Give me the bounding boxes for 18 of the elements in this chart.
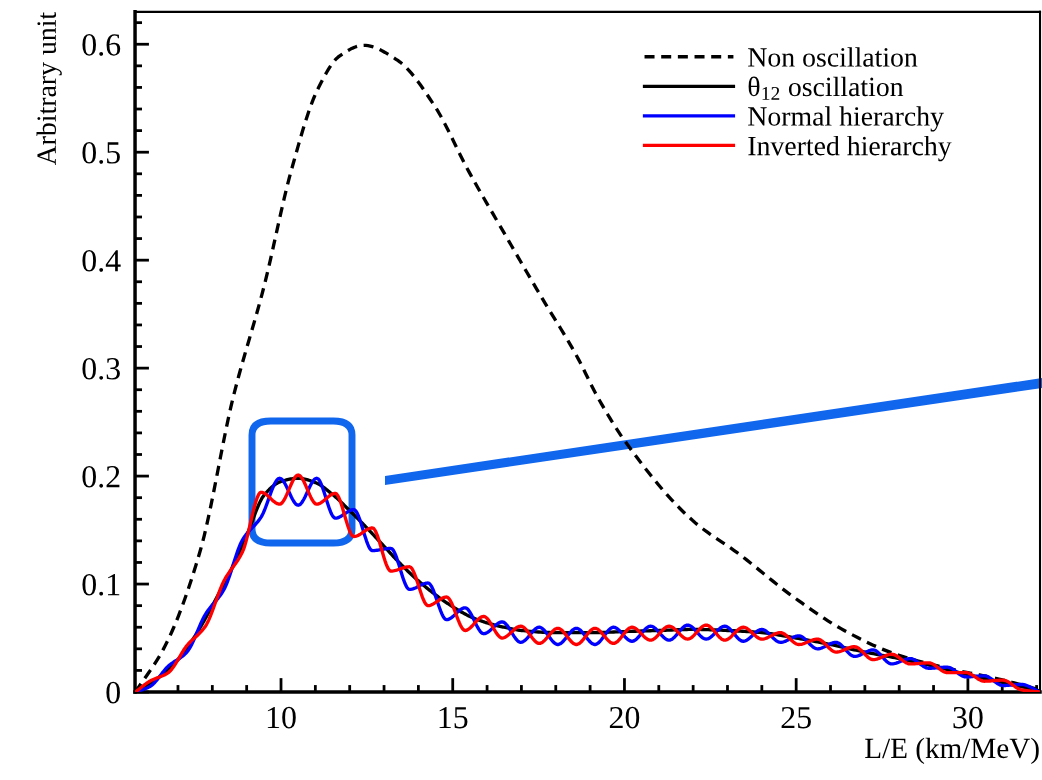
x-tick-label: 25: [781, 706, 811, 729]
legend-label: θ$_{12}$ oscillation: [748, 76, 904, 100]
y-tick-label: 0.4: [82, 250, 121, 272]
legend-label: Normal hierarchy: [748, 106, 944, 132]
y-tick-label: 0.6: [82, 34, 121, 56]
x-axis-title: L/E (km/MeV): [865, 737, 1039, 765]
y-tick-label: 0.1: [82, 573, 120, 596]
x-tick-label: 15: [439, 706, 468, 729]
y-tick-label: 0.2: [82, 465, 120, 488]
x-tick-label: 10: [267, 706, 296, 729]
legend-label: Non oscillation: [748, 47, 918, 67]
y-tick-label: 0: [106, 681, 120, 704]
x-tick-label: 20: [609, 706, 640, 729]
y-tick-label: 0.3: [82, 357, 120, 380]
legend-label: Inverted hierarchy: [748, 135, 952, 162]
y-tick-label: 0.5: [82, 142, 120, 164]
y-axis-title: Arbitrary unit: [36, 12, 62, 166]
x-tick-label: 30: [953, 706, 983, 729]
